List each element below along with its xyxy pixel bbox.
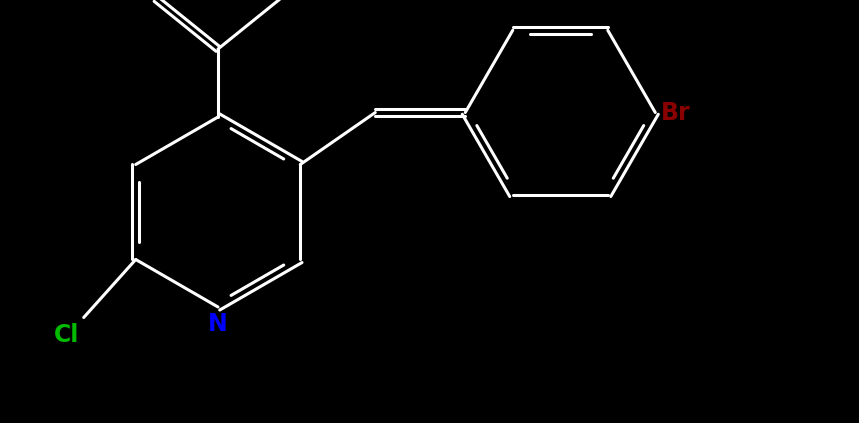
- Text: Br: Br: [661, 101, 691, 124]
- Text: Cl: Cl: [54, 324, 80, 348]
- Text: N: N: [208, 312, 228, 336]
